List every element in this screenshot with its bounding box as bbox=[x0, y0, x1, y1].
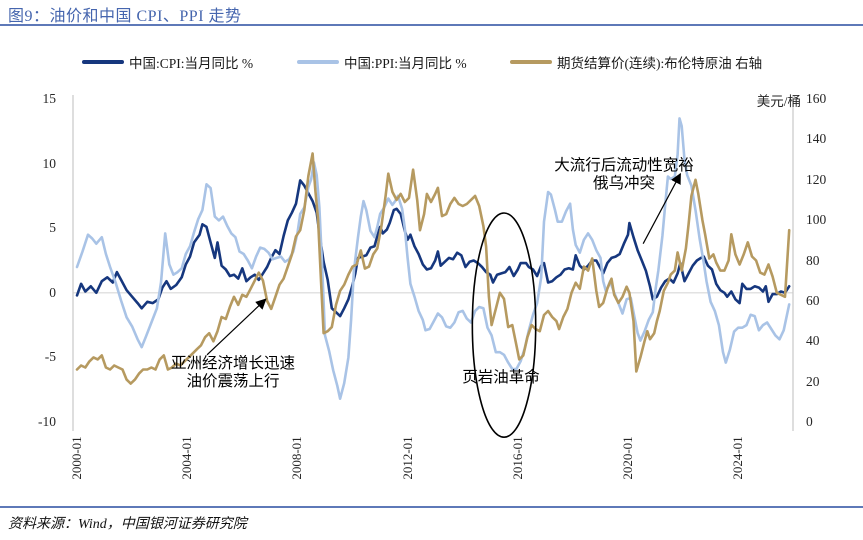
x-axis-tick-label: 2024-01 bbox=[730, 436, 746, 480]
left-axis-tick-label: 5 bbox=[49, 220, 56, 236]
legend-item-brent: 期货结算价(连续):布伦特原油 右轴 bbox=[510, 52, 762, 72]
annotation-text: 大流行后流动性宽裕 bbox=[554, 157, 694, 174]
left-axis-tick-label: 15 bbox=[42, 91, 57, 106]
title-divider-rule bbox=[0, 24, 863, 26]
legend-label-ppi: 中国:PPI:当月同比 % bbox=[344, 56, 467, 71]
annotation-text: 油价震荡上行 bbox=[186, 372, 280, 390]
cpi-line-swatch bbox=[82, 60, 124, 64]
annotation-text: 页岩油革命 bbox=[462, 369, 540, 386]
legend-item-cpi: 中国:CPI:当月同比 % bbox=[82, 52, 253, 72]
right-axis-tick-label: 160 bbox=[806, 91, 827, 106]
right-axis-unit-label: 美元/桶 bbox=[756, 94, 801, 109]
legend-label-brent: 期货结算价(连续):布伦特原油 右轴 bbox=[557, 56, 763, 71]
left-axis-tick-label: -5 bbox=[44, 349, 56, 365]
right-axis-tick-label: 20 bbox=[806, 373, 820, 389]
annotation-shale-revolution: 页岩油革命 bbox=[462, 369, 540, 387]
right-axis-tick-label: 100 bbox=[806, 212, 827, 228]
x-axis-tick-label: 2008-01 bbox=[289, 436, 305, 480]
left-axis-tick-label: 0 bbox=[49, 284, 56, 300]
x-axis-tick-label: 2012-01 bbox=[399, 436, 415, 480]
ppi-line-swatch bbox=[297, 60, 339, 64]
source-attribution: 资料来源：Wind，中国银河证券研究院 bbox=[8, 517, 247, 532]
right-axis-tick-label: 0 bbox=[806, 414, 813, 429]
x-axis-tick-label: 2016-01 bbox=[509, 436, 525, 480]
x-axis-tick-label: 2020-01 bbox=[620, 436, 635, 480]
annotation-pandemic-liquidity: 大流行后流动性宽裕 俄乌冲突 bbox=[554, 157, 694, 192]
right-axis-tick-label: 80 bbox=[806, 252, 820, 268]
right-axis-tick-label: 40 bbox=[806, 333, 820, 349]
annotation-asia-growth: 亚洲经济增长迅速 油价震荡上行 bbox=[171, 355, 295, 390]
x-axis-tick-label: 2000-01 bbox=[69, 436, 84, 480]
legend-item-ppi: 中国:PPI:当月同比 % bbox=[297, 52, 467, 72]
right-axis-tick-label: 140 bbox=[806, 131, 827, 147]
left-axis-tick-label: 10 bbox=[42, 155, 57, 171]
legend-label-cpi: 中国:CPI:当月同比 % bbox=[129, 56, 254, 71]
brent-line-swatch bbox=[510, 60, 552, 64]
x-axis-tick-label: 2004-01 bbox=[179, 436, 195, 480]
right-axis-tick-label: 60 bbox=[806, 292, 820, 308]
right-axis-tick-label: 120 bbox=[806, 171, 827, 187]
annotation-text: 亚洲经济增长迅速 bbox=[170, 355, 296, 372]
annotation-text: 俄乌冲突 bbox=[592, 174, 656, 192]
figure-title: 图9：油价和中国 CPI、PPI 走势 bbox=[8, 8, 242, 25]
footer-divider-rule bbox=[0, 506, 863, 508]
left-axis-tick-label: -10 bbox=[38, 414, 56, 429]
